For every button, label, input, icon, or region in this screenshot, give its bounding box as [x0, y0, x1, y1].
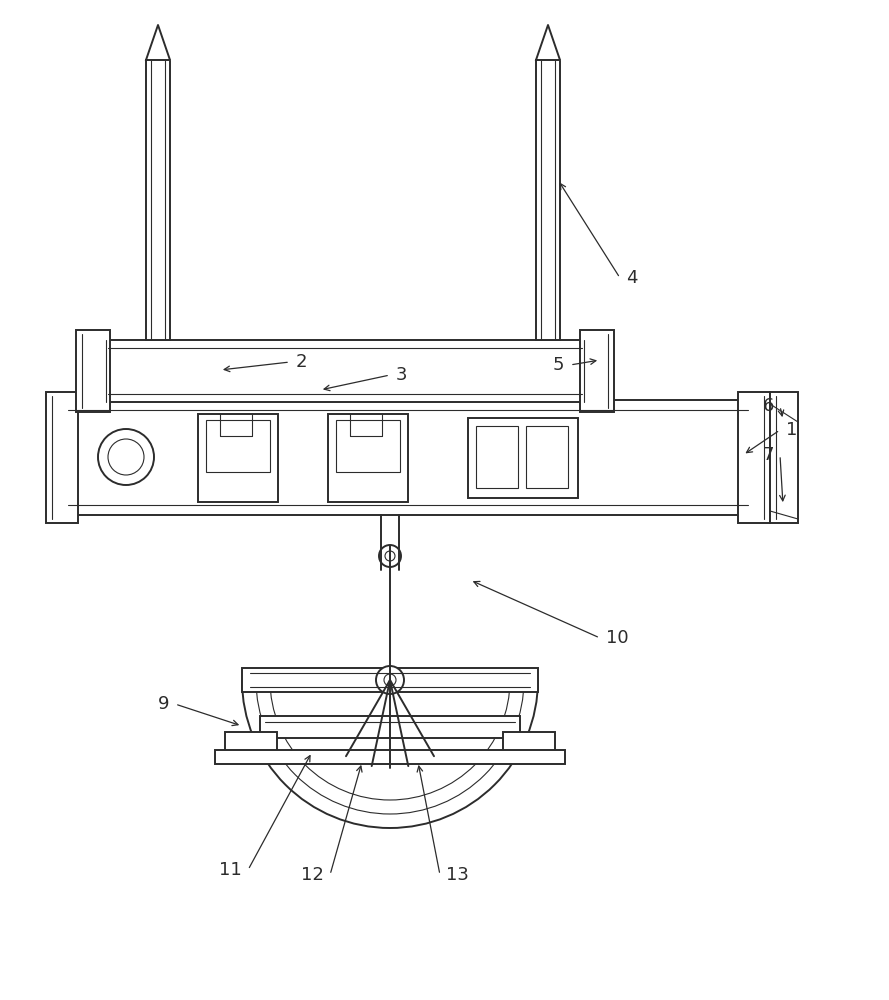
- Text: 3: 3: [396, 366, 407, 384]
- Text: 5: 5: [552, 356, 564, 374]
- Text: 6: 6: [763, 397, 774, 415]
- Bar: [68, 400, 748, 515]
- Bar: [536, 60, 560, 340]
- Bar: [328, 414, 408, 502]
- Text: 13: 13: [446, 866, 469, 884]
- Bar: [242, 668, 538, 692]
- Circle shape: [379, 545, 401, 567]
- Text: 11: 11: [220, 861, 242, 879]
- Polygon shape: [146, 25, 170, 60]
- Text: 1: 1: [786, 421, 797, 439]
- Circle shape: [376, 666, 404, 694]
- Text: 12: 12: [301, 866, 324, 884]
- Text: 4: 4: [626, 269, 637, 287]
- Text: 2: 2: [296, 353, 308, 371]
- Circle shape: [108, 439, 144, 475]
- Bar: [770, 392, 798, 523]
- Circle shape: [384, 674, 396, 686]
- Bar: [468, 418, 578, 498]
- Bar: [476, 426, 518, 488]
- Bar: [146, 60, 170, 340]
- Text: 7: 7: [763, 446, 774, 464]
- Bar: [503, 732, 555, 752]
- Bar: [225, 732, 277, 752]
- Bar: [206, 420, 270, 472]
- Circle shape: [385, 551, 395, 561]
- Text: 9: 9: [157, 695, 169, 713]
- Bar: [336, 420, 400, 472]
- Bar: [198, 414, 278, 502]
- Bar: [738, 392, 770, 523]
- Bar: [526, 426, 568, 488]
- Bar: [76, 330, 110, 412]
- Polygon shape: [536, 25, 560, 60]
- Bar: [46, 392, 78, 523]
- Circle shape: [98, 429, 154, 485]
- Text: 10: 10: [606, 629, 629, 647]
- Bar: [100, 340, 590, 402]
- Bar: [580, 330, 614, 412]
- Bar: [215, 750, 565, 764]
- Bar: [260, 716, 520, 738]
